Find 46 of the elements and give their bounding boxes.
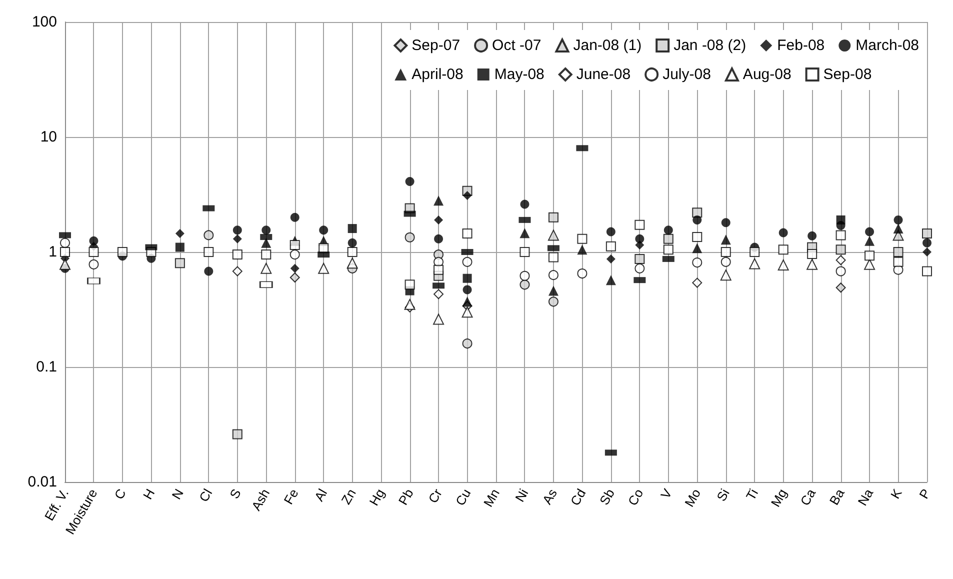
x-tick-label: As	[539, 486, 560, 507]
x-tick-label: Pb	[395, 486, 416, 508]
x-tick-label: Al	[311, 486, 330, 504]
x-tick-label: Ca	[797, 486, 819, 508]
legend-label: March-08	[856, 37, 920, 54]
x-tick-label: K	[887, 486, 905, 502]
x-tick-label: H	[140, 486, 158, 502]
y-tick-label: 0.01	[28, 474, 57, 490]
x-tick-label: Ni	[512, 486, 532, 504]
legend-label: July-08	[662, 66, 711, 83]
y-tick-label: 0.1	[36, 358, 57, 376]
x-tick-label: Mo	[682, 486, 704, 510]
x-tick-label: Fe	[280, 486, 302, 507]
legend-label: Sep-08	[823, 66, 872, 83]
x-tick-label: Ash	[248, 486, 273, 514]
x-tick-label: Si	[714, 486, 732, 504]
x-tick-label: V	[658, 486, 676, 502]
legend-label: May-08	[494, 66, 544, 83]
x-tick-label: Cl	[196, 486, 216, 504]
x-tick-label: Mg	[768, 486, 790, 510]
x-tick-label: Cd	[567, 486, 589, 508]
x-tick-label: Hg	[366, 486, 388, 508]
x-tick-label: Sb	[596, 486, 618, 508]
x-tick-label: Co	[624, 486, 646, 508]
x-tick-label: N	[168, 486, 186, 502]
y-tick-label: 10	[40, 128, 57, 146]
x-tick-label: Zn	[338, 486, 359, 507]
x-tick-label: Mn	[480, 486, 502, 510]
x-tick-label: C	[111, 486, 129, 502]
legend-label: June-08	[576, 66, 631, 83]
x-tick-label: S	[226, 486, 244, 502]
legend-label: Oct -07	[492, 37, 542, 54]
legend-label: April-08	[412, 66, 464, 83]
legend-label: Jan -08 (2)	[674, 37, 746, 54]
x-tick-label: Ba	[826, 486, 848, 508]
y-tick-label: 1	[48, 244, 57, 260]
x-tick-label: Na	[854, 486, 876, 508]
legend-label: Aug-08	[742, 66, 792, 83]
y-tick-label: 100	[32, 14, 57, 30]
x-tick-label: Cu	[452, 486, 474, 508]
x-tick-label: P	[916, 486, 934, 502]
x-tick-label: Ti	[742, 486, 762, 503]
x-tick-label: Cr	[425, 486, 446, 506]
legend-label: Sep-07	[412, 37, 460, 54]
legend-label: Feb-08	[777, 37, 825, 54]
legend-label: Jan-08 (1)	[573, 37, 642, 54]
